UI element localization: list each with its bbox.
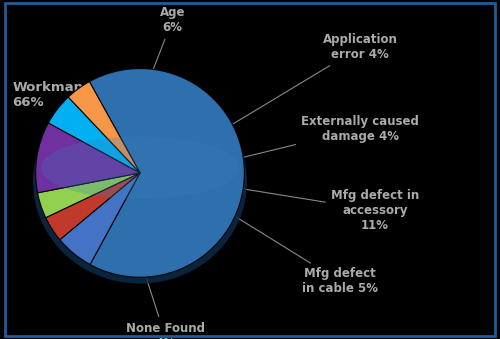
Ellipse shape (33, 80, 247, 283)
Text: Mfg defect in
accessory
11%: Mfg defect in accessory 11% (55, 159, 419, 232)
Text: None Found
4%: None Found 4% (88, 98, 204, 339)
Wedge shape (60, 173, 140, 264)
Text: Externally caused
damage 4%: Externally caused damage 4% (58, 115, 419, 202)
Wedge shape (38, 173, 140, 218)
Wedge shape (90, 68, 244, 277)
Text: Age
6%: Age 6% (84, 6, 185, 245)
Wedge shape (48, 97, 140, 173)
Text: Mfg defect
in cable 5%: Mfg defect in cable 5% (72, 115, 378, 295)
Ellipse shape (41, 137, 239, 199)
Wedge shape (68, 82, 140, 173)
Text: Workmanship
66%: Workmanship 66% (12, 81, 195, 171)
Text: Application
error 4%: Application error 4% (68, 34, 398, 223)
Wedge shape (46, 173, 140, 240)
Wedge shape (36, 123, 140, 193)
